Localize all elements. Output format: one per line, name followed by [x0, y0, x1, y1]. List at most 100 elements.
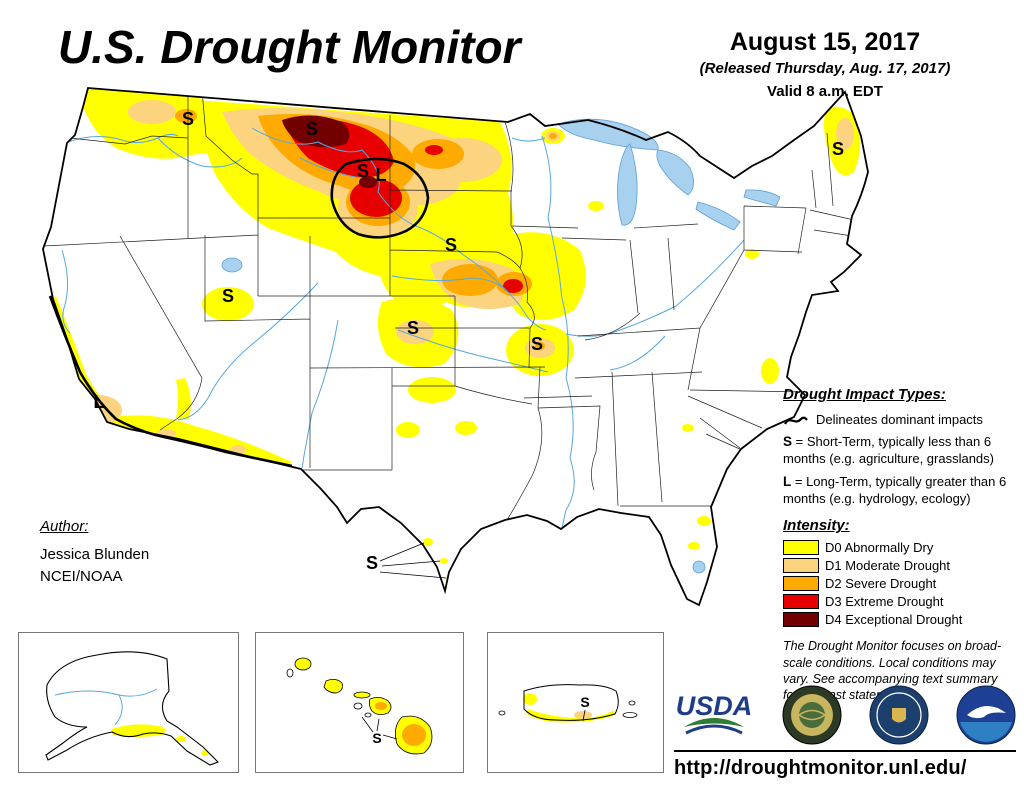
short-term-definition: S = Short-Term, typically less than 6 mo… [783, 434, 1023, 467]
great-lakes [221, 118, 781, 574]
impact-types-heading: Drought Impact Types: [783, 386, 946, 403]
puerto-rico-inset: S [487, 632, 664, 773]
molokai-island [353, 691, 371, 699]
puerto-rico-impact-label: S [580, 694, 589, 710]
impact-label: S [182, 109, 194, 129]
legend-row-d2: D2 Severe Drought [783, 576, 1023, 592]
lake-huron [656, 149, 694, 196]
impact-label: S [445, 235, 457, 255]
map-date: August 15, 2017 [729, 28, 921, 56]
alaska-landmass [46, 651, 218, 765]
drought-monitor-url[interactable]: http://droughtmonitor.unl.edu/ [674, 750, 1016, 780]
long-term-definition: L = Long-Term, typically greater than 6 … [783, 474, 1023, 507]
intensity-heading: Intensity: [783, 517, 850, 535]
kauai-island [294, 657, 312, 671]
impact-label: L [376, 165, 387, 185]
legend-panel: Drought Impact Types: Delineates dominan… [783, 386, 1023, 703]
hawaii-inset: S [255, 632, 464, 773]
agency-logos: USDA [672, 684, 1017, 746]
usda-underline [685, 724, 743, 735]
impact-delineation-outlines [48, 157, 430, 468]
intensity-legend: D0 Abnormally Dry D1 Moderate Drought D2… [783, 540, 1023, 628]
impact-label: S [357, 161, 369, 181]
puerto-rico-island [524, 684, 619, 721]
d0-swatch [783, 540, 819, 556]
impact-label: S [531, 334, 543, 354]
lake-ontario [743, 189, 781, 207]
impact-label: S [222, 286, 234, 306]
impact-labels: S S S L S S S S L S S [94, 109, 845, 573]
lake-okeechobee [692, 560, 706, 574]
short-term-text: = Short-Term, typically less than 6 mont… [783, 434, 994, 466]
impact-label: S [832, 139, 844, 159]
author-block: Author: Jessica Blunden NCEI/NOAA [40, 516, 149, 587]
lanai-island [353, 702, 363, 710]
ndmc-logo [782, 685, 842, 745]
legend-row-d0: D0 Abnormally Dry [783, 540, 1023, 556]
maui-d2-core [375, 702, 387, 710]
usda-logo-text: USDA [676, 691, 753, 721]
author-org: NCEI/NOAA [40, 567, 123, 585]
lake-michigan [617, 143, 638, 226]
usda-swoosh [684, 718, 744, 727]
commerce-logo [869, 685, 929, 745]
great-salt-lake [221, 257, 243, 273]
alaska-inset [18, 632, 239, 773]
alaska-outline [45, 651, 219, 766]
d4-label: D4 Exceptional Drought [825, 612, 963, 628]
d3-label: D3 Extreme Drought [825, 594, 944, 610]
d3-swatch [783, 594, 819, 610]
usda-logo: USDA [676, 691, 753, 735]
mona-island [498, 710, 506, 716]
texas-pointer-lines [379, 542, 447, 579]
outlying-islands [498, 700, 638, 718]
delineates-label: Delineates dominant impacts [816, 412, 983, 427]
d0-label: D0 Abnormally Dry [825, 540, 934, 556]
alaska-d0-areas [111, 724, 209, 756]
legend-row-d4: D4 Exceptional Drought [783, 612, 1023, 628]
legend-row-d3: D3 Extreme Drought [783, 594, 1023, 610]
author-heading: Author: [40, 518, 89, 535]
niihau-island [286, 668, 294, 678]
page-title: U.S. Drought Monitor [58, 21, 521, 73]
short-term-key: S [783, 434, 793, 449]
oahu-island [323, 679, 343, 694]
impact-label: S [407, 318, 419, 338]
puerto-rico-outline [523, 684, 619, 721]
conus-drought-map: S S S L S S S S L S S [0, 78, 880, 628]
hawaii-impact-label: S [372, 730, 381, 746]
noaa-logo [956, 685, 1016, 745]
hawaii-white-islands [286, 668, 372, 718]
valid-time: Valid 8 a.m. EDT [767, 83, 883, 100]
puerto-rico-d1-area [574, 711, 592, 719]
legend-row-d1: D1 Moderate Drought [783, 558, 1023, 574]
vieques-island [622, 712, 638, 718]
big-island-d2-core [402, 724, 426, 746]
puerto-rico-inset-map: S [498, 684, 638, 723]
delineates-row: Delineates dominant impacts [783, 412, 1023, 427]
hawaii-inset-map: S [286, 657, 433, 755]
long-term-text: = Long-Term, typically greater than 6 mo… [783, 474, 1007, 506]
puerto-rico-pointer-line [582, 709, 586, 722]
author-name: Jessica Blunden [40, 545, 150, 563]
long-term-key: L [783, 474, 792, 490]
d1-label: D1 Moderate Drought [825, 558, 951, 574]
lake-erie [695, 201, 741, 231]
date-block: August 15, 2017 (Released Thursday, Aug.… [655, 28, 995, 100]
state-borders [43, 89, 855, 521]
lake-superior [557, 118, 659, 151]
kahoolawe-island [364, 712, 372, 718]
d2-label: D2 Severe Drought [825, 576, 937, 592]
d4-exceptional-drought-layer [282, 115, 377, 188]
rivers [61, 127, 745, 529]
impact-label: L [94, 392, 105, 412]
alaska-rivers [54, 688, 158, 726]
hawaii-pointer-lines [361, 716, 398, 740]
alaska-inset-map [45, 651, 219, 766]
culebra-island [628, 700, 636, 706]
delineation-symbol-icon [784, 416, 808, 425]
release-date: (Released Thursday, Aug. 17, 2017) [699, 60, 951, 77]
d2-swatch [783, 576, 819, 592]
d1-swatch [783, 558, 819, 574]
